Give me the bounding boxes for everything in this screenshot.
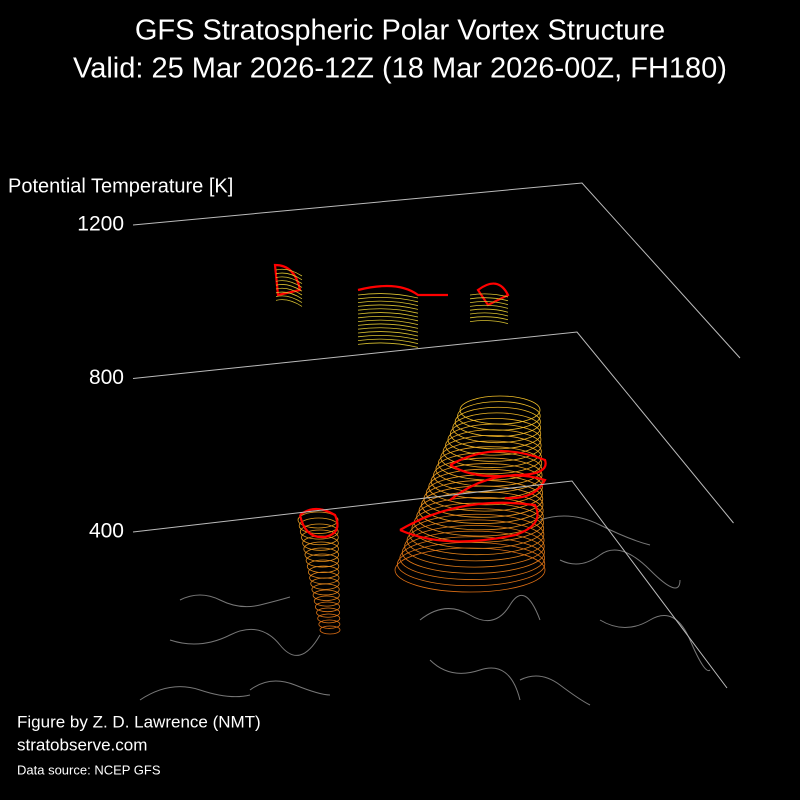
grid-plane	[132, 182, 741, 359]
chart-title: GFS Stratospheric Polar Vortex Structure	[135, 15, 665, 47]
vortex-layer	[469, 297, 509, 302]
vortex-layer	[357, 342, 419, 348]
vortex-layer	[275, 299, 303, 307]
vortex-layer	[357, 296, 419, 303]
vortex-edge	[357, 284, 448, 297]
vortex-layer	[433, 457, 543, 493]
vortex-rendering	[139, 263, 711, 706]
vortex-layer	[357, 300, 419, 306]
vortex-layer	[302, 535, 339, 551]
grid-plane	[132, 480, 728, 689]
vortex-layer	[301, 529, 339, 546]
vortex-layer	[316, 607, 341, 618]
vortex-layer	[357, 312, 419, 318]
vortex-layer	[399, 536, 546, 580]
z-axis-label: Potential Temperature [K]	[8, 175, 233, 197]
coastline	[419, 594, 541, 622]
vortex-layer	[457, 401, 541, 431]
vortex-layer	[308, 565, 340, 579]
vortex-layer	[312, 589, 340, 601]
z-tick-label: 800	[89, 366, 124, 389]
vortex-edge	[476, 282, 510, 307]
vortex-layer	[469, 293, 509, 298]
coastline	[179, 594, 291, 608]
vortex-layer	[469, 304, 509, 309]
data-source: Data source: NCEP GFS	[17, 762, 161, 777]
vortex-layer	[459, 395, 541, 425]
vortex-layer	[469, 316, 509, 321]
vortex-layer	[452, 412, 541, 444]
vortex-layer	[317, 613, 341, 624]
vortex-layer	[303, 541, 339, 557]
vortex-layer	[357, 319, 419, 325]
vortex-layer	[469, 320, 509, 324]
coastline	[139, 686, 251, 701]
vortex-edge	[399, 501, 539, 543]
vortex-layer	[275, 295, 303, 303]
vortex-layer	[275, 287, 303, 296]
vortex-edge	[298, 507, 339, 539]
vortex-layer	[406, 519, 545, 562]
vortex-layer	[357, 334, 419, 341]
vortex-edge	[449, 450, 547, 478]
vortex-layer	[275, 291, 303, 300]
coastline	[169, 628, 321, 656]
vortex-layer	[357, 308, 419, 314]
vortex-layer	[416, 496, 544, 537]
vortex-layer	[275, 284, 303, 292]
vortex-layer	[319, 625, 341, 635]
vortex-layer	[357, 304, 419, 310]
coastline	[539, 515, 651, 546]
vortex-layer	[313, 595, 340, 607]
chart-subtitle: Valid: 25 Mar 2026-12Z (18 Mar 2026-00Z,…	[73, 53, 727, 85]
vortex-layer	[306, 559, 340, 574]
coastline	[429, 659, 521, 701]
vortex-layer	[430, 463, 543, 500]
vortex-layer	[469, 301, 509, 305]
grid-plane	[132, 331, 734, 524]
vortex-layer	[357, 323, 419, 329]
credit: Figure by Z. D. Lawrence (NMT)	[17, 712, 261, 731]
credit: stratobserve.com	[17, 735, 147, 754]
vortex-layer	[454, 406, 541, 437]
coastline	[519, 675, 591, 706]
coastline	[249, 680, 331, 696]
vortex-layer	[297, 511, 339, 529]
vortex-layer	[401, 530, 545, 574]
vortex-layer	[275, 268, 303, 277]
coastline	[559, 549, 681, 589]
vortex-layer	[299, 523, 339, 540]
vortex-layer	[442, 435, 542, 468]
vortex-layer	[411, 508, 545, 549]
z-tick-label: 400	[89, 520, 124, 543]
vortex-layer	[428, 468, 543, 506]
vortex-layer	[357, 331, 419, 337]
vortex-layer	[357, 327, 419, 333]
vortex-layer	[318, 619, 341, 629]
vortex-layer	[309, 571, 340, 585]
vortex-layer	[469, 308, 509, 313]
vortex-layer	[404, 525, 545, 568]
vortex-layer	[440, 440, 542, 475]
vortex-layer	[357, 315, 419, 322]
vortex-layer	[275, 276, 303, 284]
vortex-layer	[357, 293, 419, 299]
vortex-layer	[275, 272, 303, 281]
vortex-layer	[469, 312, 509, 317]
vortex-layer	[305, 553, 340, 568]
vortex-layer	[275, 280, 303, 288]
vortex-edge	[449, 474, 547, 501]
vortex-layer	[304, 547, 340, 562]
coastline	[599, 615, 711, 672]
z-tick-label: 1200	[77, 213, 124, 236]
vortex-layer	[449, 418, 542, 450]
vortex-layer	[314, 601, 340, 613]
vortex-layer	[357, 338, 419, 344]
